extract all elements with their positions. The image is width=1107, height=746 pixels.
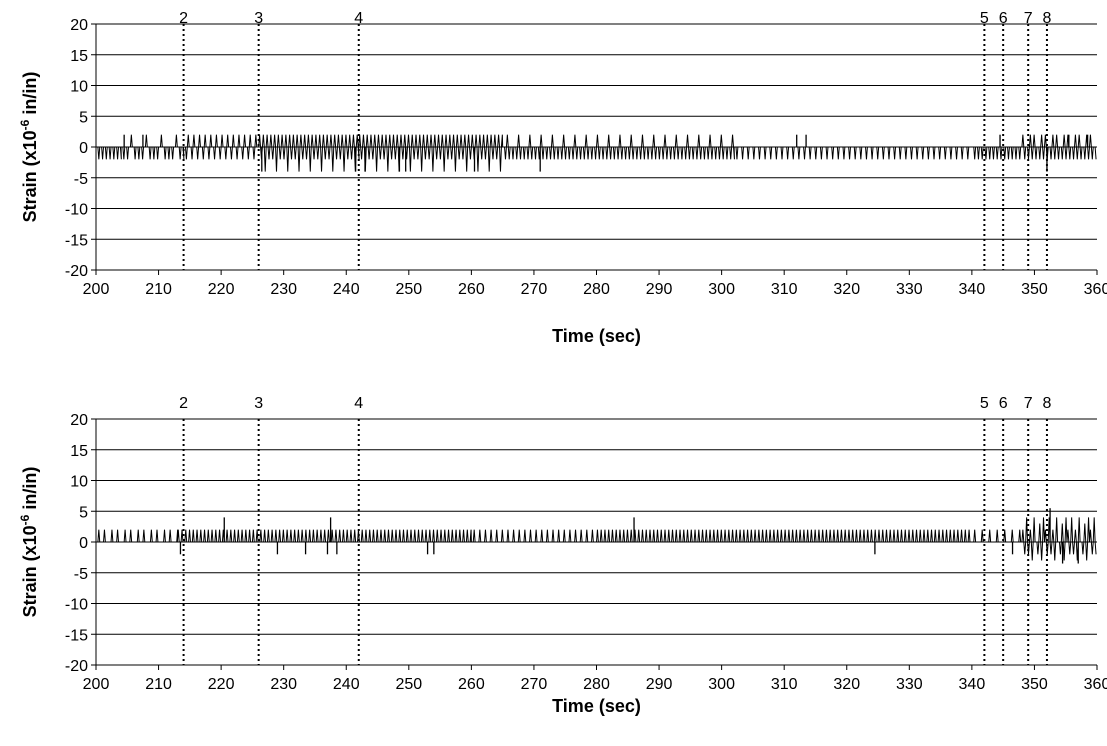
event-marker-label: 3 [254, 395, 263, 412]
event-marker-label: 6 [999, 395, 1008, 412]
x-tick-label: 210 [145, 676, 172, 693]
x-tick-label: 340 [959, 281, 986, 298]
y-tick-label: 10 [70, 79, 88, 96]
x-tick-label: 250 [395, 676, 422, 693]
x-tick-label: 250 [395, 281, 422, 298]
x-tick-label: 300 [708, 676, 735, 693]
x-tick-label: 240 [333, 676, 360, 693]
x-tick-label: 320 [833, 281, 860, 298]
x-tick-label: 200 [83, 281, 110, 298]
x-tick-label: 330 [896, 281, 923, 298]
y-tick-label: -5 [74, 566, 88, 583]
y-tick-label: -20 [65, 263, 88, 280]
event-marker-label: 8 [1042, 395, 1051, 412]
y-tick-label: 20 [70, 412, 88, 429]
y-tick-label: -10 [65, 202, 88, 219]
event-marker-label: 7 [1024, 395, 1033, 412]
x-tick-label: 260 [458, 281, 485, 298]
event-marker-label: 6 [999, 10, 1008, 27]
x-axis-title: Time (sec) [552, 696, 641, 716]
event-marker-label: 3 [254, 10, 263, 27]
event-marker-label: 5 [980, 395, 989, 412]
event-marker-label: 2 [179, 395, 188, 412]
event-marker-label: 5 [980, 10, 989, 27]
x-tick-label: 280 [583, 281, 610, 298]
x-tick-label: 200 [83, 676, 110, 693]
x-tick-label: 220 [208, 281, 235, 298]
event-marker-label: 8 [1042, 10, 1051, 27]
x-tick-label: 230 [270, 281, 297, 298]
y-tick-label: 15 [70, 443, 88, 460]
strain-series-line [96, 517, 1097, 561]
y-axis-title: Strain (x10-6 in/in) [18, 72, 40, 223]
x-tick-label: 330 [896, 676, 923, 693]
y-tick-label: -20 [65, 658, 88, 675]
event-marker-label: 7 [1024, 10, 1033, 27]
x-tick-label: 240 [333, 281, 360, 298]
x-tick-label: 290 [646, 281, 673, 298]
x-axis-title: Time (sec) [552, 326, 641, 346]
y-tick-label: 15 [70, 48, 88, 65]
x-tick-label: 310 [771, 676, 798, 693]
x-tick-label: 270 [521, 281, 548, 298]
y-tick-label: 0 [79, 140, 88, 157]
x-tick-label: 270 [521, 676, 548, 693]
y-tick-label: 20 [70, 17, 88, 34]
x-tick-label: 230 [270, 676, 297, 693]
x-tick-label: 310 [771, 281, 798, 298]
x-tick-label: 210 [145, 281, 172, 298]
x-tick-label: 300 [708, 281, 735, 298]
y-tick-label: -5 [74, 171, 88, 188]
x-tick-label: 340 [959, 676, 986, 693]
y-tick-label: -10 [65, 597, 88, 614]
x-tick-label: 350 [1021, 676, 1048, 693]
x-tick-label: 350 [1021, 281, 1048, 298]
y-tick-label: 5 [79, 504, 88, 521]
y-tick-label: -15 [65, 627, 88, 644]
event-marker-label: 2 [179, 10, 188, 27]
y-tick-label: 10 [70, 474, 88, 491]
x-tick-label: 360 [1084, 676, 1107, 693]
event-marker-label: 4 [354, 395, 363, 412]
y-axis-title: Strain (x10-6 in/in) [18, 467, 40, 618]
x-tick-label: 220 [208, 676, 235, 693]
event-marker-label: 4 [354, 10, 363, 27]
x-tick-label: 260 [458, 676, 485, 693]
strain-series-line [96, 134, 1097, 172]
x-tick-label: 290 [646, 676, 673, 693]
x-tick-label: 360 [1084, 281, 1107, 298]
y-tick-label: 0 [79, 535, 88, 552]
x-tick-label: 320 [833, 676, 860, 693]
x-tick-label: 280 [583, 676, 610, 693]
y-tick-label: -15 [65, 232, 88, 249]
y-tick-label: 5 [79, 109, 88, 126]
